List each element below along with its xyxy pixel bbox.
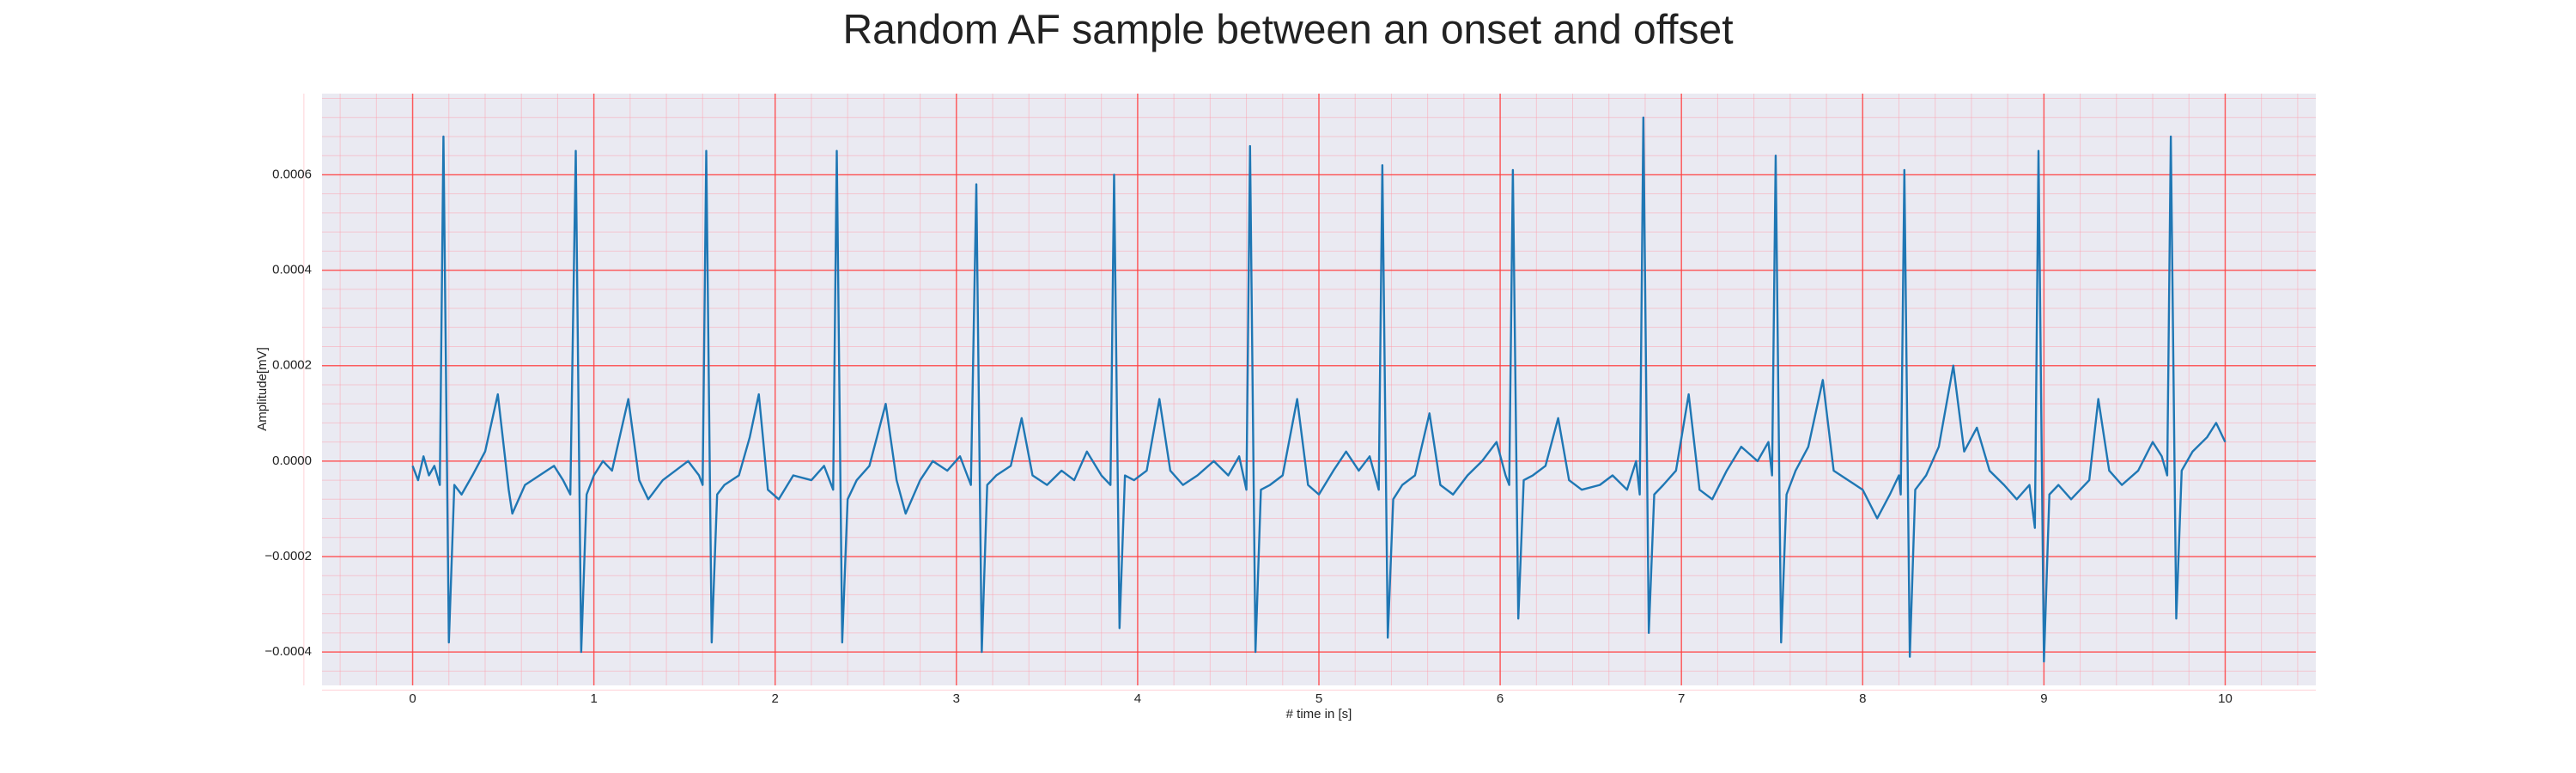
- y-tick-label: 0.0000: [272, 453, 312, 468]
- y-tick-label: 0.0002: [272, 358, 312, 373]
- x-tick-label: 4: [1134, 691, 1141, 706]
- chart-title: Random AF sample between an onset and of…: [842, 8, 1733, 53]
- x-tick-label: 6: [1497, 691, 1504, 706]
- x-tick-label: 10: [2218, 691, 2233, 706]
- grid: [303, 94, 2316, 691]
- x-axis-label: # time in [s]: [1286, 707, 1352, 721]
- y-tick-label: −0.0004: [264, 644, 312, 659]
- x-tick-label: 0: [409, 691, 416, 706]
- y-axis-label: Amplitude[mV]: [255, 347, 270, 431]
- y-tick-label: −0.0002: [264, 549, 312, 563]
- signal-line: [411, 116, 2227, 663]
- x-tick-label: 7: [1678, 691, 1685, 706]
- x-tick-label: 5: [1315, 691, 1322, 706]
- y-tick-label: 0.0004: [272, 263, 312, 277]
- x-tick-label: 8: [1859, 691, 1866, 706]
- x-tick-label: 9: [2040, 691, 2047, 706]
- x-tick-label: 1: [590, 691, 597, 706]
- x-tick-label: 3: [953, 691, 960, 706]
- x-tick-label: 2: [772, 691, 779, 706]
- y-tick-label: 0.0006: [272, 167, 312, 181]
